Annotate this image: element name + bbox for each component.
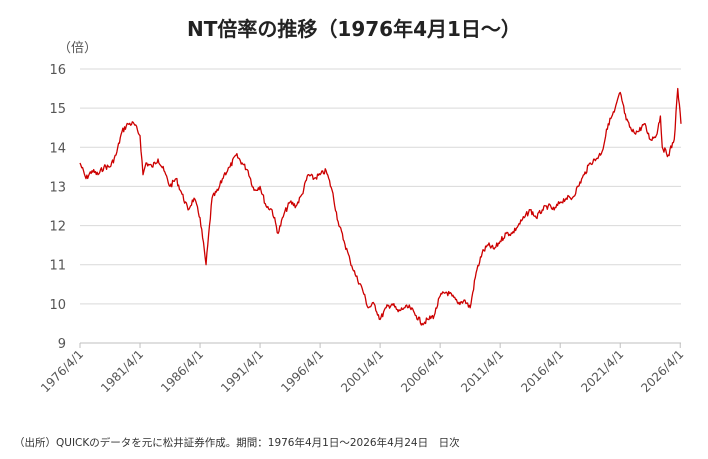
x-tick-label: 1996/4/1 (278, 347, 326, 395)
y-tick-labels: 9 10 11 12 13 14 15 16 (49, 63, 66, 352)
x-tick-label: 2006/4/1 (398, 347, 446, 395)
chart-title: NT倍率の推移（1976年4月1日〜） (187, 17, 521, 41)
y-tick-label: 16 (49, 63, 66, 78)
x-tick-label: 2001/4/1 (338, 347, 386, 395)
x-tick-label: 2011/4/1 (458, 347, 506, 395)
x-tick-label: 1976/4/1 (38, 347, 86, 395)
source-note: （出所）QUICKのデータを元に松井証券作成。期間：1976年4月1日〜2026… (14, 436, 460, 449)
y-tick-label: 10 (49, 298, 66, 313)
y-tick-label: 12 (49, 220, 66, 235)
y-tick-label: 13 (49, 180, 66, 195)
gridlines (80, 68, 681, 344)
x-tick-labels: 1976/4/1 1981/4/1 1986/4/1 1991/4/1 1996/4/1… (38, 343, 686, 395)
y-tick-label: 11 (49, 259, 66, 274)
x-tick-label: 1986/4/1 (158, 347, 206, 395)
y-tick-label: 9 (58, 337, 66, 352)
y-tick-label: 14 (49, 141, 66, 156)
series-line-nt-ratio (79, 87, 682, 326)
y-axis-unit: （倍） (58, 41, 97, 56)
y-tick-label: 15 (49, 102, 66, 117)
x-tick-label: 1981/4/1 (98, 347, 146, 395)
x-tick-label: 1991/4/1 (218, 347, 266, 395)
x-tick-label: 2026/4/1 (638, 347, 686, 395)
x-tick-label: 2016/4/1 (518, 347, 566, 395)
x-tick-label: 2021/4/1 (578, 347, 626, 395)
